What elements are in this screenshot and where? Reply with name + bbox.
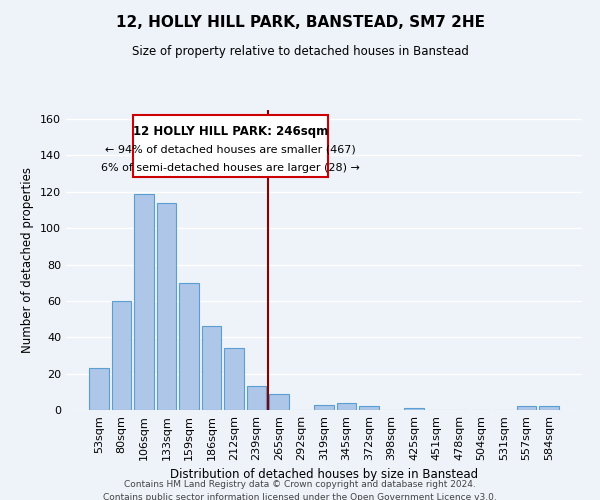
Bar xyxy=(224,348,244,410)
Bar xyxy=(359,406,379,410)
Bar xyxy=(517,406,536,410)
Bar xyxy=(269,394,289,410)
Bar xyxy=(539,406,559,410)
Text: 6% of semi-detached houses are larger (28) →: 6% of semi-detached houses are larger (2… xyxy=(101,162,360,172)
FancyBboxPatch shape xyxy=(133,116,328,178)
Text: Contains public sector information licensed under the Open Government Licence v3: Contains public sector information licen… xyxy=(103,492,497,500)
Text: ← 94% of detached houses are smaller (467): ← 94% of detached houses are smaller (46… xyxy=(105,144,356,154)
X-axis label: Distribution of detached houses by size in Banstead: Distribution of detached houses by size … xyxy=(170,468,478,481)
Text: 12, HOLLY HILL PARK, BANSTEAD, SM7 2HE: 12, HOLLY HILL PARK, BANSTEAD, SM7 2HE xyxy=(115,15,485,30)
Bar xyxy=(157,202,176,410)
Bar xyxy=(202,326,221,410)
Text: 12 HOLLY HILL PARK: 246sqm: 12 HOLLY HILL PARK: 246sqm xyxy=(133,124,328,138)
Bar xyxy=(247,386,266,410)
Bar xyxy=(404,408,424,410)
Bar xyxy=(314,404,334,410)
Bar xyxy=(179,282,199,410)
Text: Contains HM Land Registry data © Crown copyright and database right 2024.: Contains HM Land Registry data © Crown c… xyxy=(124,480,476,489)
Bar xyxy=(112,301,131,410)
Bar xyxy=(134,194,154,410)
Bar xyxy=(89,368,109,410)
Bar xyxy=(337,402,356,410)
Y-axis label: Number of detached properties: Number of detached properties xyxy=(22,167,34,353)
Text: Size of property relative to detached houses in Banstead: Size of property relative to detached ho… xyxy=(131,45,469,58)
